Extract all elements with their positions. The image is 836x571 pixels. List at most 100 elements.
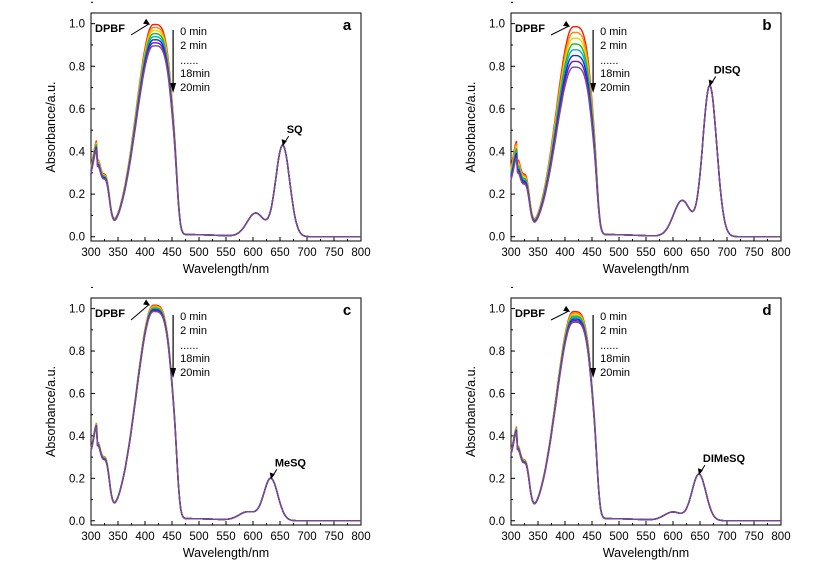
y-tick-label: 0.8 [489,346,505,358]
spectrum-series-line [90,38,361,238]
legend-entry: 0 min [180,311,207,323]
y-tick-label: 0.0 [489,516,505,528]
x-tick-label: 750 [324,247,343,259]
x-tick-label: 350 [108,247,127,259]
x-tick-label: 500 [609,531,628,543]
x-tick-label: 550 [636,531,655,543]
legend-entry: 20min [180,82,210,94]
x-tick-label: 750 [324,531,343,543]
x-tick-label: 350 [108,531,127,543]
x-tick-label: 450 [582,531,601,543]
legend-entry: 2 min [600,325,627,337]
spectrum-series-line [510,26,781,238]
panel-letter: d [762,302,771,319]
y-tick-label: 0.6 [69,388,85,400]
dpbf-label: DPBF [515,23,545,35]
compound-label: MeSQ [275,457,307,469]
y-tick-label: 0.6 [489,104,505,116]
x-tick-label: 800 [771,247,790,259]
compound-arrowhead [708,79,714,87]
spectrum-series-line [90,26,361,238]
y-tick-label: 0.4 [489,147,506,159]
compound-label: DISQ [714,64,741,76]
x-tick-label: 350 [528,247,547,259]
x-tick-label: 550 [216,531,235,543]
x-tick-label: 550 [636,247,655,259]
spectrum-series-line [510,66,781,238]
x-tick-label: 400 [135,247,154,259]
spectrum-series-line [90,308,361,522]
y-axis-title: Absorbance/a.u. [464,81,478,172]
spectrum-series-line [90,23,361,238]
x-tick-label: 300 [501,247,520,259]
x-tick-label: 600 [243,247,262,259]
time-arrowhead [590,368,597,378]
spectrum-series-line [90,306,361,522]
y-tick-label: 0.2 [489,473,505,485]
y-tick-label: 0.0 [69,232,85,244]
y-tick-label: 0.2 [69,473,85,485]
y-tick-label: 1.0 [69,304,85,316]
spectrum-series-line [90,29,361,238]
x-tick-label: 550 [216,247,235,259]
dpbf-arrowhead [563,20,571,27]
compound-arrowhead [697,468,703,476]
spectrum-series-line [510,320,781,522]
chart-panel-a: 300 350 400 450 500 550 600 650 700 750 800 0.0 0.2 0… [44,1,371,276]
dpbf-label: DPBF [95,308,125,320]
legend-entry: ...... [600,340,618,352]
y-axis-title: Absorbance/a.u. [44,366,58,457]
x-tick-label: 300 [81,531,100,543]
y-tick-label: 0.8 [489,61,505,73]
panel-letter: a [343,17,352,34]
legend-entry: 2 min [180,40,207,52]
x-tick-label: 350 [528,531,547,543]
y-tick-label: 1.0 [489,19,505,31]
spectrum-series-line [510,312,781,522]
x-tick-label: 700 [297,531,316,543]
spectrum-series-line [90,33,361,238]
y-tick-label: 0.0 [489,232,505,244]
dpbf-arrow [130,23,150,36]
x-tick-label: 750 [744,247,763,259]
x-tick-label: 450 [582,247,601,259]
spectrum-series-line [90,36,361,238]
dpbf-arrowhead [143,18,151,25]
x-tick-label: 450 [162,247,181,259]
spectrum-series-line [510,31,781,238]
x-tick-label: 800 [351,247,370,259]
x-tick-label: 500 [189,247,208,259]
chart-panel-b: 300 350 400 450 500 550 600 650 700 750 800 0.0 0.2 0… [464,1,791,276]
spectrum-series-line [90,310,361,522]
x-tick-label: 300 [81,247,100,259]
dpbf-arrow [130,304,150,321]
x-tick-label: 500 [609,247,628,259]
y-tick-label: 0.0 [69,516,85,528]
legend-entry: 0 min [600,311,627,323]
y-tick-label: 0.2 [489,189,505,201]
chart-panel-d: 300 350 400 450 500 550 600 650 700 750 800 0.0 0.2 0… [464,286,791,560]
legend-entry: ...... [180,55,198,67]
x-tick-label: 650 [270,247,289,259]
y-tick-label: 0.8 [69,346,85,358]
legend-entry: 20min [180,367,210,379]
spectrum-series-line [90,305,361,522]
compound-label: DIMeSQ [703,453,746,465]
dpbf-label: DPBF [515,308,545,320]
y-tick-label: 0.4 [69,431,86,443]
x-tick-label: 400 [555,531,574,543]
legend-entry: 20min [600,367,630,379]
spectrum-series-line [510,317,781,522]
legend-entry: 0 min [180,26,207,38]
y-tick-label: 0.6 [489,388,505,400]
x-tick-label: 600 [663,531,682,543]
x-axis-title: Wavelength/nm [183,546,269,560]
compound-arrowhead [281,139,287,147]
compound-label: SQ [287,124,303,136]
legend-entry: 18min [600,353,630,365]
plot-frame [90,297,362,526]
x-tick-label: 700 [717,531,736,543]
x-tick-label: 700 [297,247,316,259]
dpbf-arrowhead [143,299,151,306]
